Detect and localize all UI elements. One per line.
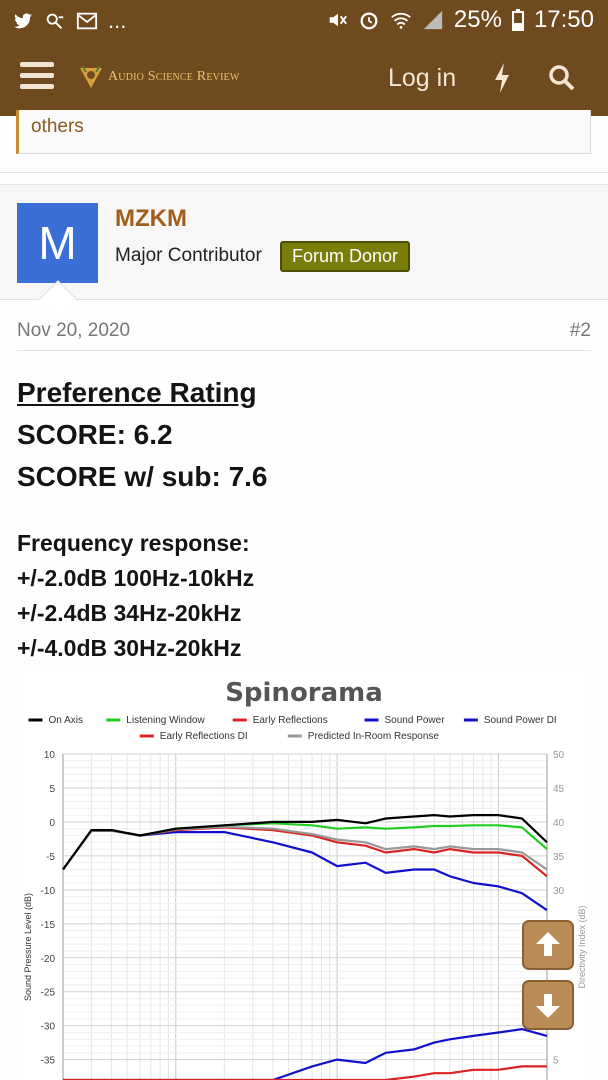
donor-badge: Forum Donor [280, 241, 411, 272]
arrow-up-icon [536, 932, 560, 956]
y-tick-label: -25 [41, 988, 56, 999]
mute-icon [329, 13, 347, 27]
y2-tick-label: 35 [553, 852, 565, 863]
y-tick-label: 5 [49, 784, 55, 795]
top-nav: Audio Science Review Log in [0, 42, 608, 116]
legend-label: Early Reflections DI [160, 731, 248, 742]
legend-label: On Axis [49, 715, 83, 726]
y-tick-label: -35 [41, 1056, 56, 1067]
divider [17, 350, 591, 351]
frequency-response: Frequency response: +/-2.0dB 100Hz-10kHz… [17, 526, 268, 666]
y-tick-label: -15 [41, 920, 56, 931]
signal-icon [423, 10, 443, 30]
more-notifications: ... [108, 8, 127, 33]
y2-tick-label: 45 [553, 784, 565, 795]
freq-title: Frequency response: [17, 530, 250, 556]
y2-tick-label: 30 [553, 886, 565, 897]
post-body: Preference Rating SCORE: 6.2 SCORE w/ su… [17, 372, 268, 666]
user-title: Major Contributor [115, 245, 262, 266]
battery-percent: 25% [453, 6, 502, 33]
twitter-icon [13, 13, 33, 29]
alarm-icon [360, 12, 378, 30]
legend-label: Early Reflections [253, 715, 328, 726]
scroll-bottom-button[interactable] [522, 980, 574, 1030]
username[interactable]: MZKM [115, 205, 187, 232]
y-tick-label: 0 [49, 818, 55, 829]
y-tick-label: -5 [46, 852, 55, 863]
y2-tick-label: 5 [553, 1056, 559, 1067]
score: SCORE: 6.2 [17, 419, 173, 450]
preference-heading: Preference Rating [17, 377, 257, 408]
clock: 17:50 [533, 6, 594, 33]
post-date[interactable]: Nov 20, 2020 [17, 320, 131, 341]
y-tick-label: -10 [41, 886, 56, 897]
search-icon[interactable] [548, 64, 576, 92]
post-header: M MZKM Major Contributor Forum Donor [0, 184, 608, 300]
login-link[interactable]: Log in [388, 64, 457, 92]
battery-icon [511, 9, 524, 31]
series-line [62, 814, 548, 871]
bolt-icon[interactable] [492, 62, 512, 94]
chart-svg: On Axis Listening Window Early Reflections… [23, 715, 587, 1080]
site-logo[interactable]: Audio Science Review [78, 64, 240, 90]
y-tick-label: -20 [41, 954, 56, 965]
y-axis-label: Sound Pressure Level (dB) [23, 893, 33, 1001]
freq-line: +/-4.0dB 30Hz-20kHz [17, 635, 242, 661]
post-number[interactable]: #2 [569, 320, 591, 341]
status-bar: ... 25% 17:50 [0, 0, 608, 42]
quote-text: others [31, 116, 84, 137]
quote-block: others [16, 110, 591, 154]
divider [0, 172, 608, 173]
arrow-down-icon [536, 994, 560, 1018]
series-line [63, 1065, 547, 1080]
legend-label: Sound Power [385, 715, 446, 726]
logo-icon [80, 65, 102, 88]
site-name: Audio Science Review [108, 69, 240, 84]
y2-tick-label: 40 [553, 818, 565, 829]
legend-label: Predicted In-Room Response [308, 731, 440, 742]
series-line [63, 1028, 548, 1080]
spinorama-chart[interactable]: Spinorama On Axis Listening Window Early R… [17, 672, 591, 1080]
freq-line: +/-2.4dB 34Hz-20kHz [17, 600, 242, 626]
y-tick-label: 10 [44, 750, 56, 761]
y2-axis-label: Directivity Index (dB) [577, 905, 587, 988]
y-tick-label: -30 [41, 1022, 56, 1033]
freq-line: +/-2.0dB 100Hz-10kHz [17, 565, 255, 591]
score-with-sub: SCORE w/ sub: 7.6 [17, 461, 268, 492]
legend-label: Sound Power DI [484, 715, 557, 726]
scroll-top-button[interactable] [522, 920, 574, 970]
link-icon [46, 13, 64, 29]
chart-title: Spinorama [225, 678, 383, 708]
menu-icon[interactable] [20, 62, 54, 92]
mail-icon [76, 12, 98, 30]
legend-label: Listening Window [126, 715, 205, 726]
y2-tick-label: 50 [553, 750, 565, 761]
avatar[interactable]: M [17, 203, 98, 283]
wifi-icon [391, 12, 411, 29]
